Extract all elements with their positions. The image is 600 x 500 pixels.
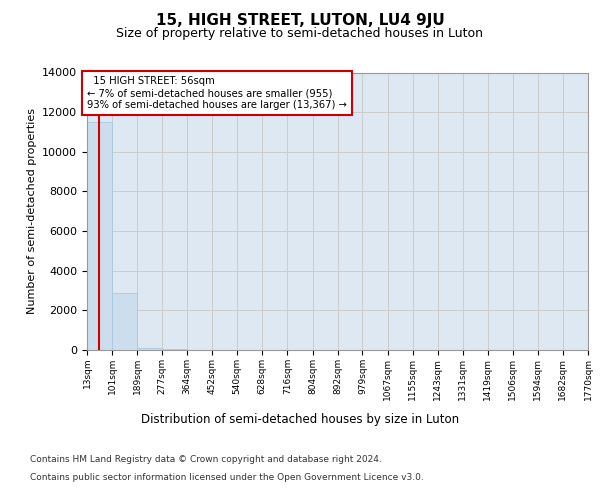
- Bar: [112, 292, 137, 350]
- Text: Contains HM Land Registry data © Crown copyright and database right 2024.: Contains HM Land Registry data © Crown c…: [30, 455, 382, 464]
- Bar: [137, 348, 162, 350]
- Bar: [87, 122, 112, 350]
- Bar: [162, 349, 187, 350]
- Text: Contains public sector information licensed under the Open Government Licence v3: Contains public sector information licen…: [30, 472, 424, 482]
- Text: 15, HIGH STREET, LUTON, LU4 9JU: 15, HIGH STREET, LUTON, LU4 9JU: [155, 12, 445, 28]
- Text: 15 HIGH STREET: 56sqm  
← 7% of semi-detached houses are smaller (955)
93% of se: 15 HIGH STREET: 56sqm ← 7% of semi-detac…: [87, 76, 347, 110]
- Y-axis label: Number of semi-detached properties: Number of semi-detached properties: [26, 108, 37, 314]
- Text: Distribution of semi-detached houses by size in Luton: Distribution of semi-detached houses by …: [141, 412, 459, 426]
- Text: Size of property relative to semi-detached houses in Luton: Size of property relative to semi-detach…: [116, 28, 484, 40]
